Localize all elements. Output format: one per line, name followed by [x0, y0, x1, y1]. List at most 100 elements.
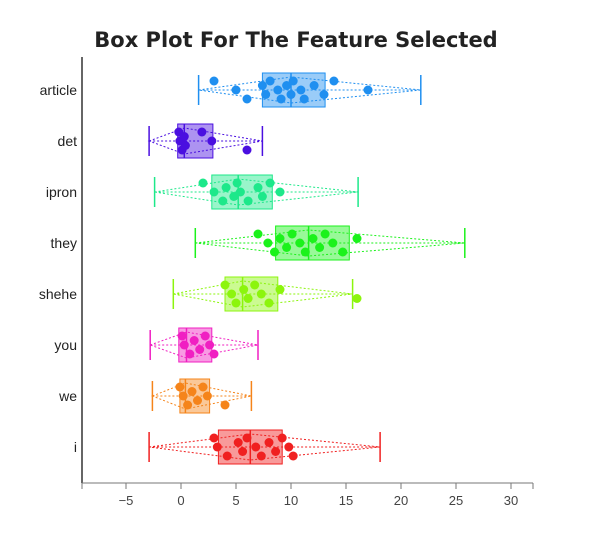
data-point	[222, 451, 232, 461]
data-point	[265, 178, 275, 188]
data-point	[209, 433, 219, 443]
data-point	[263, 238, 273, 248]
data-point	[286, 90, 296, 99]
data-point	[284, 442, 294, 452]
data-point	[319, 90, 329, 99]
data-point	[187, 387, 197, 396]
category-label: you	[54, 337, 77, 353]
data-point	[198, 382, 208, 392]
data-point	[198, 178, 208, 188]
data-point	[275, 285, 285, 294]
data-point	[243, 196, 253, 206]
data-point	[256, 451, 266, 461]
data-point	[200, 331, 210, 341]
category-label: we	[58, 388, 77, 404]
data-point	[195, 345, 205, 354]
x-tick-label: −5	[119, 493, 134, 508]
data-point	[179, 132, 189, 141]
data-point	[221, 183, 231, 192]
data-point	[256, 289, 266, 299]
data-point	[253, 183, 263, 192]
data-point	[233, 438, 243, 447]
data-point	[287, 229, 297, 239]
data-point	[177, 331, 187, 341]
data-point	[205, 340, 215, 350]
data-point	[264, 438, 274, 447]
data-point	[180, 141, 190, 150]
data-point	[257, 81, 267, 90]
data-point	[282, 81, 292, 90]
data-point	[264, 298, 274, 308]
data-point	[251, 442, 261, 452]
x-tick-label: 0	[177, 493, 184, 508]
category-label: i	[74, 439, 77, 455]
data-point	[270, 247, 279, 257]
x-tick-label: 15	[339, 493, 353, 508]
data-point	[238, 447, 248, 456]
data-point	[282, 243, 292, 252]
x-tick-label: 5	[232, 493, 239, 508]
data-point	[235, 187, 245, 197]
category-label: ipron	[46, 184, 77, 200]
data-point	[275, 187, 285, 197]
data-point	[189, 336, 199, 345]
data-point	[328, 238, 338, 248]
data-point	[288, 451, 298, 461]
data-point	[261, 90, 271, 99]
x-tick-label: 25	[449, 493, 463, 508]
category-label: article	[40, 82, 78, 98]
data-point	[179, 340, 189, 350]
data-point	[229, 192, 239, 201]
data-point	[315, 243, 325, 252]
data-point	[209, 76, 219, 86]
data-point	[300, 247, 310, 257]
data-point	[202, 391, 212, 401]
data-point	[183, 400, 193, 410]
chart-title: Box Plot For The Feature Selected	[94, 28, 498, 52]
data-point	[329, 76, 339, 86]
data-point	[363, 85, 373, 95]
data-point	[299, 94, 309, 104]
data-point	[175, 382, 185, 392]
data-point	[296, 85, 306, 95]
data-point	[209, 349, 219, 359]
data-point	[242, 433, 252, 443]
data-point	[288, 76, 298, 86]
box-envelope	[198, 76, 421, 104]
data-point	[276, 94, 286, 104]
data-point	[218, 196, 228, 206]
box-envelope	[148, 331, 259, 359]
data-point	[212, 442, 222, 452]
data-point	[338, 247, 348, 257]
x-tick-label: 10	[284, 493, 298, 508]
x-tick-label: 20	[394, 493, 408, 508]
data-point	[207, 136, 217, 146]
data-point	[309, 81, 319, 90]
data-point	[231, 298, 241, 308]
data-point	[265, 76, 275, 86]
data-point	[227, 289, 237, 299]
data-point	[232, 178, 242, 188]
data-point	[277, 433, 287, 443]
iqr-box	[275, 225, 350, 261]
data-point	[271, 447, 281, 456]
data-point	[231, 85, 241, 95]
data-point	[275, 234, 285, 243]
data-point	[308, 234, 318, 243]
category-label: det	[58, 133, 78, 149]
data-point	[320, 229, 330, 239]
data-point	[295, 238, 305, 248]
data-point	[257, 192, 267, 201]
data-point	[242, 94, 252, 104]
data-point	[209, 187, 219, 197]
data-point	[352, 294, 362, 303]
data-point	[178, 391, 188, 401]
data-point	[273, 85, 283, 95]
box-envelope	[151, 382, 252, 410]
data-point	[185, 349, 195, 359]
category-label: shehe	[39, 286, 77, 302]
data-point	[253, 229, 263, 239]
data-point	[220, 280, 230, 290]
data-point	[250, 280, 260, 290]
